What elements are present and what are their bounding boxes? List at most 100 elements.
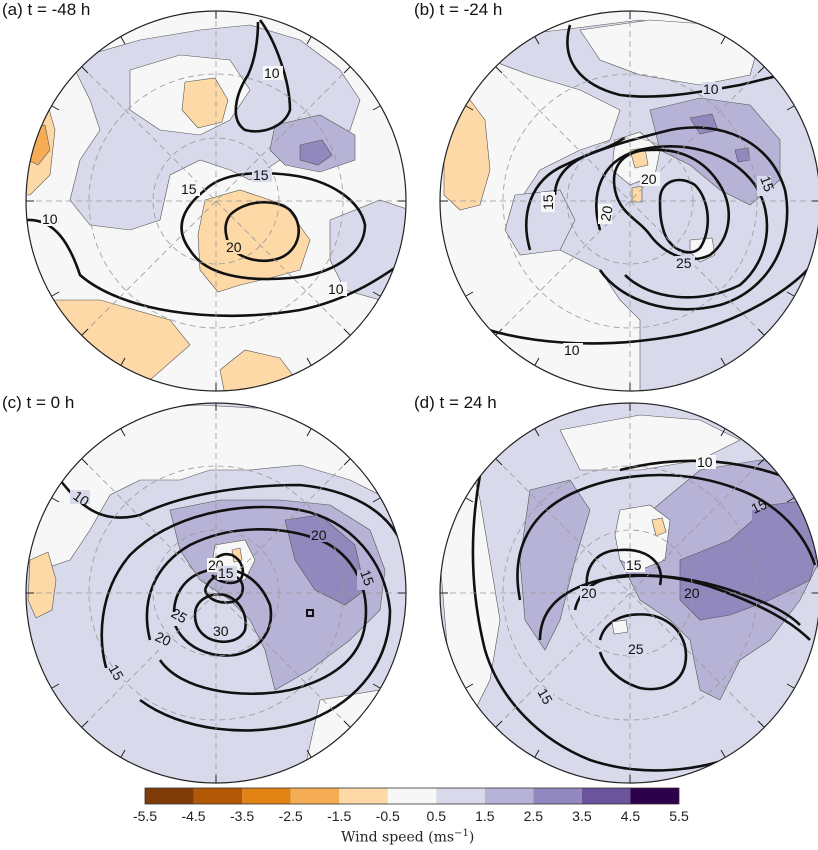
panel-a-label-20: 20 <box>226 239 242 255</box>
panel-d-ticks <box>440 403 818 783</box>
panel-a-contour-10-south <box>26 218 406 318</box>
panel-d-contour-25 <box>598 613 688 691</box>
panel-c-label-15-right: 15 <box>357 568 377 588</box>
panel-d-map: 10 15 15 20 20 25 15 <box>439 402 818 784</box>
panel-d-contour-15-outer <box>516 473 817 601</box>
panel-a-positive-region <box>299 139 333 166</box>
colorbar-title-text: Wind speed (ms <box>341 829 455 846</box>
panel-d-contour-15-inner <box>585 548 663 601</box>
panel-a-contours <box>26 19 406 318</box>
panel-d-title: (d) t = 24 h <box>414 393 497 412</box>
panel-c-negative-region <box>231 547 243 563</box>
colorbar-swatch <box>242 788 291 804</box>
colorbar-tick-label: -3.5 <box>230 808 255 824</box>
panel-d-label-15-lower: 15 <box>534 686 556 708</box>
panel-c-label-25: 25 <box>169 605 191 627</box>
panel-b-contour-15 <box>525 126 789 311</box>
panel-b-graticule <box>440 11 818 391</box>
panel-b-ticks <box>440 11 818 391</box>
panel-d-label-15-center: 15 <box>626 557 642 573</box>
colorbar-tick-label: 4.5 <box>620 808 641 824</box>
colorbar-tick-label: 3.5 <box>572 808 592 824</box>
colorbar-title-close: ) <box>468 829 475 846</box>
colorbar-swatch <box>630 788 679 804</box>
panel-a-title: (a) t = -48 h <box>2 0 91 19</box>
panel-c-contour-30 <box>193 593 247 644</box>
panel-b-map: 10 15 20 20 15 25 10 <box>439 10 818 392</box>
panel-c-contour-labels: 10 20 15 20 15 25 30 20 15 <box>70 487 378 683</box>
panel-a-label-10-south: 10 <box>328 281 344 297</box>
panel-a-contour-20 <box>224 200 300 262</box>
panel-a-label-10-north: 10 <box>264 65 280 81</box>
panel-b-label-25: 25 <box>676 255 692 271</box>
panel-c-label-15-lower: 15 <box>105 662 127 684</box>
panel-c-ticks <box>26 403 406 783</box>
panel-c-graticule <box>26 403 406 783</box>
colorbar-tick-label: 0.5 <box>426 808 446 824</box>
panel-d-neutral-region <box>611 619 629 635</box>
panel-a-map: 10 15 15 20 10 10 <box>25 10 407 392</box>
panel-c-positive-region <box>284 514 366 606</box>
panel-b-contour-15-left <box>553 136 626 196</box>
panel-d-label-25: 25 <box>628 641 644 657</box>
panel-d-label-20-left: 20 <box>581 585 597 601</box>
panel-a-contour-10-north <box>234 19 292 133</box>
colorbar-tick-label: 1.5 <box>475 808 495 824</box>
colorbar-tick-label: -5.5 <box>132 808 158 824</box>
colorbar-tick-label: -0.5 <box>375 808 400 824</box>
colorbar-swatch <box>581 788 631 804</box>
panel-d-label-15-right: 15 <box>749 496 770 517</box>
colorbar-swatch <box>436 788 485 804</box>
panel-b-contour-25 <box>658 178 710 254</box>
colorbar-tick-label: -2.5 <box>278 808 303 824</box>
colorbar-swatch <box>387 788 437 804</box>
panel-b-title: (b) t = -24 h <box>414 0 503 19</box>
panel-d-negative-region <box>651 517 667 537</box>
panel-c-label-20-lower: 20 <box>153 628 174 649</box>
panel-b-label-15-right: 15 <box>757 174 777 194</box>
panel-d-label-20-right: 20 <box>684 585 700 601</box>
colorbar-swatch <box>484 788 534 804</box>
colorbar-title: Wind speed (ms−1) <box>341 828 474 846</box>
panel-c-contour-15-outer <box>100 505 392 732</box>
panel-d-label-10-north: 10 <box>697 454 713 470</box>
panel-a-negative-region <box>181 77 229 129</box>
colorbar-swatch <box>533 788 582 804</box>
panel-d-contour-20-outer <box>538 574 811 641</box>
panel-b-contour-20-inner <box>612 148 731 261</box>
panel-c-negative-region <box>27 551 57 619</box>
panel-b-contour-10-south <box>459 264 813 345</box>
panel-b-label-10-south: 10 <box>564 342 580 358</box>
colorbar-swatch <box>193 788 243 804</box>
panel-c-title: (c) t = 0 h <box>2 393 75 412</box>
panel-b-contour-labels: 10 15 20 20 15 25 10 <box>540 81 778 358</box>
panel-d-neutral-region <box>559 414 741 471</box>
colorbar-tick-label: 2.5 <box>523 808 544 824</box>
panel-b-label-10-north: 10 <box>703 81 719 97</box>
panel-a-graticule <box>26 11 406 391</box>
colorbar-tick-label: -4.5 <box>181 808 206 824</box>
panel-b-neutral-region <box>579 19 761 86</box>
panel-a-contour-labels: 10 15 15 20 10 10 <box>41 65 347 297</box>
panel-c-label-20-upper: 20 <box>311 527 327 543</box>
panel-b-contour-10-north <box>566 24 811 98</box>
panel-b-label-20-upper: 20 <box>641 171 657 187</box>
colorbar-swatch <box>339 788 388 804</box>
panel-b-contour-20-outer <box>595 145 769 299</box>
panel-c-label-15-center: 15 <box>218 565 234 581</box>
panel-b-negative-region <box>443 99 491 211</box>
colorbar-frame <box>144 787 680 805</box>
panel-d-contour-labels: 10 15 15 20 20 25 15 <box>533 454 772 707</box>
panel-c-label-30: 30 <box>213 623 229 639</box>
panel-b-positive-region <box>504 189 576 256</box>
panel-c-contour-20-inner <box>210 552 245 585</box>
panel-c-contour-10 <box>58 479 402 541</box>
colorbar-swatch <box>290 788 340 804</box>
colorbar-tick-label: 5.5 <box>669 808 689 824</box>
panel-a-ticks <box>26 11 406 391</box>
panel-a-contour-15 <box>180 171 367 281</box>
panel-b-label-20-left: 20 <box>597 204 615 222</box>
colorbar-tick-label: -1.5 <box>327 808 352 824</box>
panel-b-label-15-left: 15 <box>540 194 556 210</box>
